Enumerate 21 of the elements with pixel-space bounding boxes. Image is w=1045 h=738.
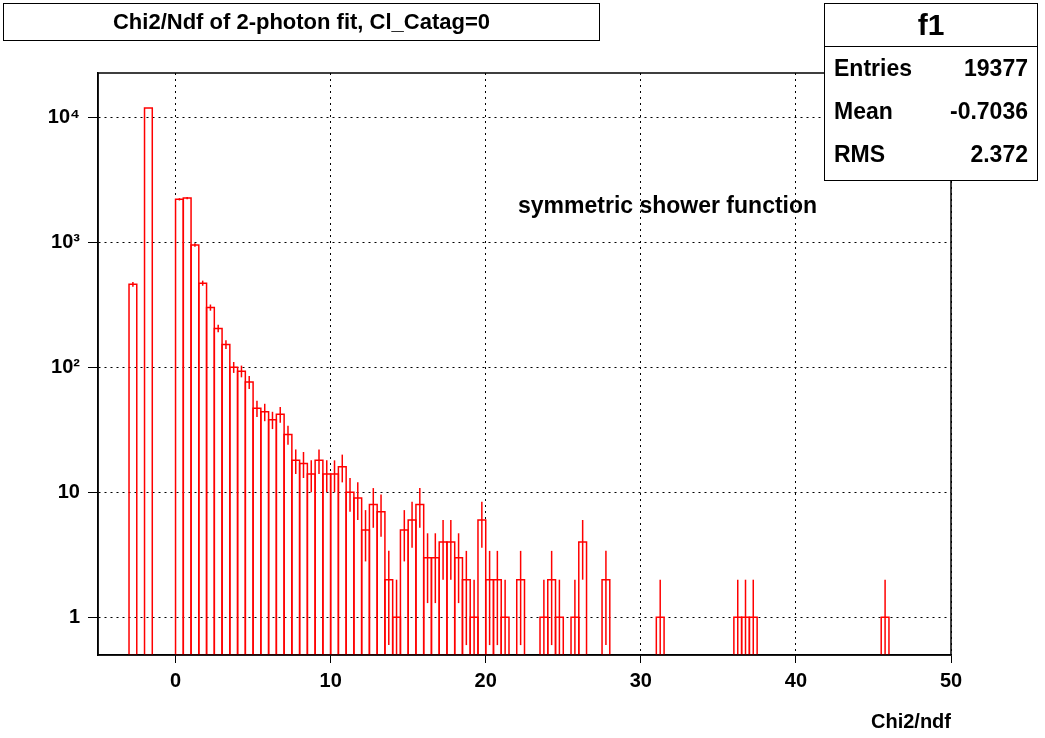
annotation: symmetric shower function <box>518 192 818 219</box>
annotation: -0.7036 <box>949 97 1028 126</box>
y-tick-label: 10⁴ <box>47 104 80 127</box>
y-tick-label: 1 <box>68 604 80 627</box>
y-tick-label: 10 <box>57 479 80 502</box>
chart-title: Chi2/Ndf of 2-photon fit, Cl_Catag=0 <box>3 3 600 41</box>
x-tick-label: 50 <box>939 668 963 691</box>
annotation: Mean <box>834 97 893 126</box>
x-tick-label: 30 <box>629 668 652 691</box>
x-tick-label: 0 <box>169 668 182 691</box>
x-tick-label: 10 <box>319 668 342 691</box>
text: 19377 <box>964 54 1028 83</box>
text: f1 <box>825 4 1037 47</box>
x-axis-title: Chi2/ndf <box>871 709 952 732</box>
annotation: RMS <box>834 140 886 169</box>
text: 2.372 <box>970 140 1028 169</box>
annotation: Entries <box>834 54 912 83</box>
x-tick-label: 20 <box>474 668 497 691</box>
y-tick-label: 10² <box>51 354 81 377</box>
y-tick-label: 10³ <box>51 229 81 252</box>
x-tick-label: 40 <box>784 668 808 691</box>
